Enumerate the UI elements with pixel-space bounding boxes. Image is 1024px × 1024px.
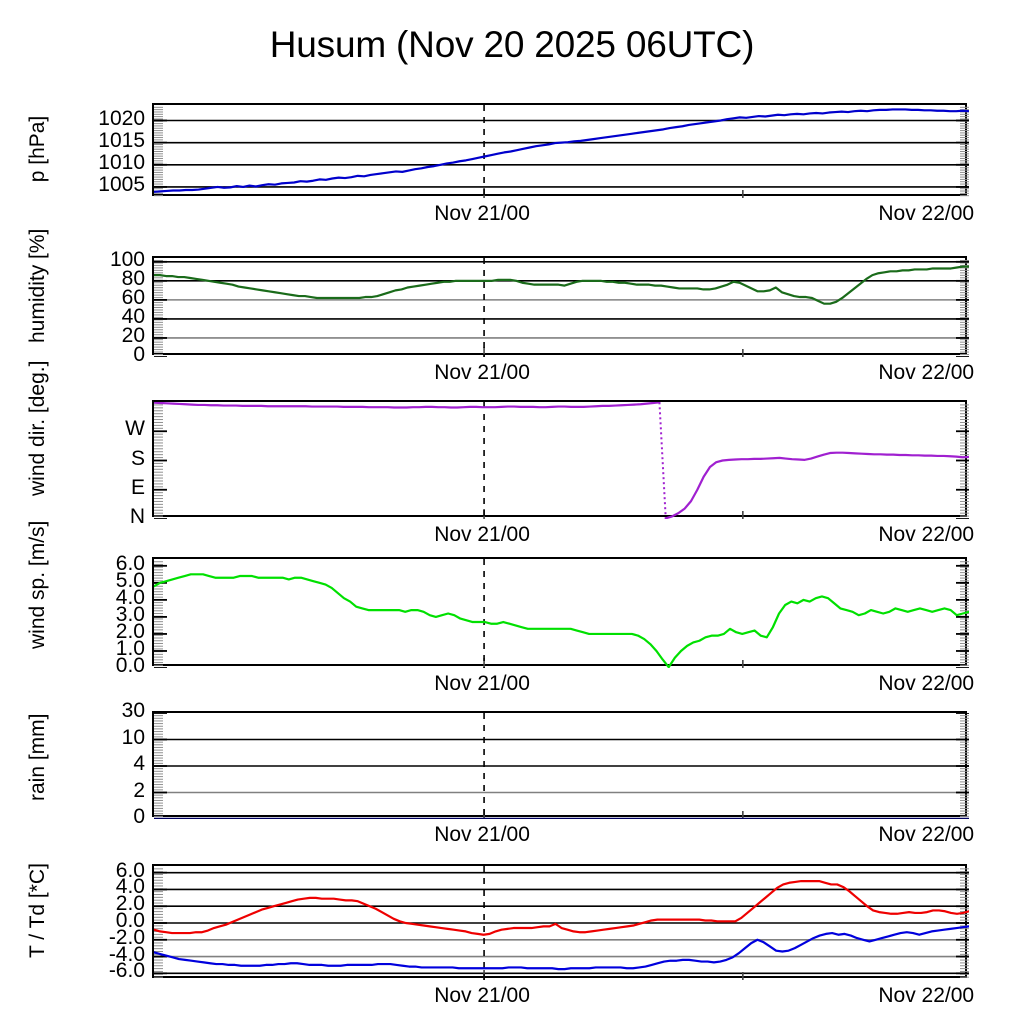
y-tick-label-humidity: 100 [109,247,145,271]
y-tick-label-wind_speed: 5.0 [115,568,145,592]
x-tick-label: Nov 21/00 [434,523,530,546]
y-tick-label-wind_speed: 1.0 [115,636,145,660]
x-tick-label: Nov 22/00 [878,361,975,384]
plot-canvas-pressure [154,105,969,198]
y-tick-label-pressure: 1005 [98,172,145,196]
y-tick-label-humidity: 20 [121,323,145,347]
y-tick-label-wind_direction: W [125,417,145,441]
y-tick-label-humidity: 0 [133,343,145,366]
y-tick-label-temperature: -6.0 [108,959,145,983]
x-tick-label: Nov 22/00 [878,523,975,546]
y-tick-label-humidity: 80 [121,266,145,290]
y-tick-label-wind_speed: 2.0 [115,619,145,643]
y-tick-label-wind_direction: N [129,505,145,528]
y-tick-label-rain: 4 [133,752,145,775]
y-tick-label-pressure: 1010 [98,150,145,174]
x-tick-label: Nov 21/00 [434,984,530,1007]
y-tick-label-temperature: 6.0 [115,858,145,882]
y-tick-label-temperature: 0.0 [115,909,145,932]
y-tick-label-temperature: -2.0 [108,925,145,949]
plot-canvas-wind_direction [154,402,969,519]
y-tick-label-rain: 30 [121,699,145,722]
y-tick-label-temperature: 4.0 [115,875,145,899]
y-axis-title-wind_direction: wind dir. [deg.] [26,360,49,496]
y-tick-label-wind_speed: 3.0 [115,602,145,626]
series-line-ff [154,573,969,668]
x-tick-label: Nov 21/00 [434,672,530,695]
y-tick-label-temperature: -4.0 [108,942,145,966]
y-tick-label-humidity: 60 [121,285,145,309]
series-line-dd [154,402,969,519]
plot-area-rain [152,711,969,819]
plot-area-wind_speed [152,557,969,668]
y-tick-label-wind_direction: E [130,475,145,499]
plot-area-humidity [152,256,969,357]
plot-area-temperature [152,864,969,980]
series-line-p [154,108,969,193]
y-tick-label-wind_speed: 0.0 [115,654,145,677]
y-axis-title-rain: rain [mm] [26,713,49,801]
y-tick-label-wind_speed: 6.0 [115,551,145,575]
x-tick-label: Nov 21/00 [434,823,530,846]
y-axis-title-pressure: p [hPa] [26,115,49,182]
x-tick-label: Nov 22/00 [878,202,975,225]
series-wrap-connector [658,402,667,519]
x-tick-label: Nov 22/00 [878,823,975,846]
series-line-Td [154,925,969,971]
y-tick-label-rain: 0 [133,805,145,828]
plot-canvas-wind_speed [154,559,969,668]
y-tick-label-temperature: 2.0 [115,892,145,916]
y-tick-label-pressure: 1015 [98,128,145,152]
y-tick-label-rain: 10 [121,725,145,749]
y-axis-title-humidity: humidity [%] [26,228,49,343]
series-line-T [154,879,969,936]
y-tick-label-wind_direction: S [130,446,145,470]
y-tick-label-humidity: 40 [121,304,145,328]
x-tick-label: Nov 21/00 [434,361,530,384]
page-title: Husum (Nov 20 2025 06UTC) [269,24,755,65]
plot-canvas-temperature [154,866,969,980]
y-tick-label-wind_speed: 4.0 [115,585,145,609]
plot-area-pressure [152,103,969,198]
x-tick-label: Nov 22/00 [878,984,975,1007]
plot-canvas-humidity [154,258,969,357]
plot-area-wind_direction [152,400,969,519]
y-tick-label-pressure: 1020 [98,106,145,130]
y-tick-label-rain: 2 [133,778,145,802]
y-axis-title-wind_speed: wind sp. [m/s] [26,520,49,649]
x-tick-label: Nov 22/00 [878,672,975,695]
x-tick-label: Nov 21/00 [434,202,530,225]
plot-canvas-rain [154,713,969,819]
y-axis-title-temperature: T / Td [*C] [26,863,49,958]
series-line-RH [154,265,969,305]
